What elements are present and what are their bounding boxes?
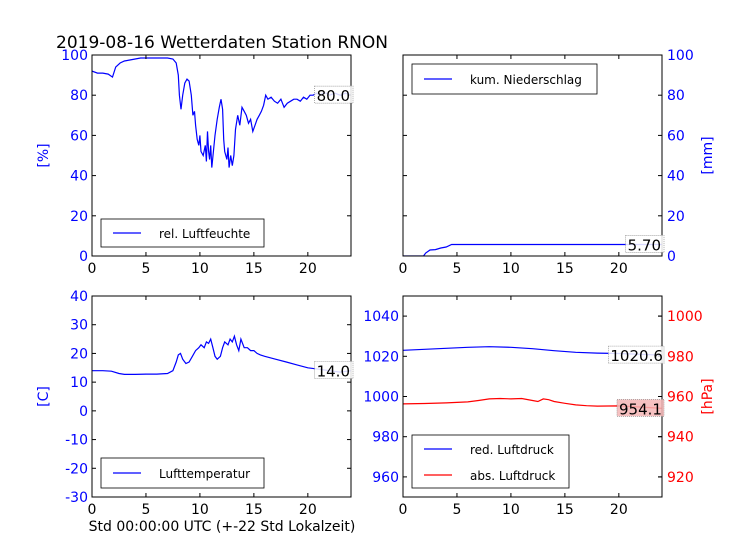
- y-tick-label: 1020: [363, 349, 399, 365]
- legend-entry: abs. Luftdruck: [470, 469, 555, 483]
- y-axis-label: [C]: [36, 386, 52, 407]
- value-label-box: [608, 345, 665, 364]
- x-tick-label: 5: [452, 502, 461, 518]
- figure-xlabel: Std 00:00:00 UTC (+-22 Std Lokalzeit): [89, 519, 356, 535]
- y-tick-label: 80: [667, 88, 685, 104]
- legend-entry: kum. Niederschlag: [470, 73, 582, 87]
- y-tick-label: 0: [79, 249, 88, 265]
- x-tick-label: 5: [141, 502, 150, 518]
- y-tick-label: 100: [667, 48, 694, 64]
- figure-title: 2019-08-16 Wetterdaten Station RNON: [56, 33, 388, 53]
- y-tick-label: 0: [79, 404, 88, 420]
- y-tick-label: -20: [65, 461, 88, 477]
- y-tick-label: 40: [70, 289, 88, 305]
- y-axis-label: [%]: [36, 143, 52, 167]
- value-label: 5.70: [628, 237, 661, 255]
- y-tick-label: -30: [65, 490, 88, 506]
- y-tick-label: 960: [372, 470, 399, 486]
- x-tick-label: 0: [399, 502, 408, 518]
- value-label-box: [616, 398, 665, 417]
- panel-pressure: 0 5 10 15 2096098010001020104092094096098010…: [363, 295, 716, 518]
- panel-humidity: 0 5 10 15 20 0 20 40 60 80 100 [%] 80.0 rel. Luftfeuc…: [36, 48, 354, 277]
- y-tick-label: 20: [70, 346, 88, 362]
- y-tick-label: 60: [667, 128, 685, 144]
- series-line-pressure-1: [403, 397, 662, 409]
- x-tick-label: 20: [610, 261, 628, 277]
- panel-temperature: 0 5 10 15 20 -30 -20 -10 0 10 20 30 40 [C] 14.0 Lufttem…: [36, 289, 354, 518]
- x-tick-label: 20: [299, 502, 317, 518]
- y-tick-label: 60: [70, 128, 88, 144]
- x-tick-label: 15: [245, 502, 263, 518]
- value-label: 80.0: [317, 87, 350, 105]
- y-right-tick-label: 940: [667, 430, 694, 446]
- x-tick-label: 10: [502, 261, 520, 277]
- x-tick-label: 10: [191, 261, 209, 277]
- axes-frame: [91, 295, 352, 498]
- y-tick-label: 1000: [363, 390, 399, 406]
- x-tick-label: 5: [452, 261, 461, 277]
- panel-precip: 0 5 10 15 20 0 20 40 60 80 100 [mm] 5.70 kum. Nieders…: [399, 48, 716, 277]
- axes-frame: [91, 54, 352, 257]
- y-tick-label: -10: [65, 433, 88, 449]
- y-tick-label: 40: [70, 169, 88, 185]
- x-tick-label: 10: [502, 502, 520, 518]
- y-tick-label: 20: [70, 209, 88, 225]
- legend-entry: red. Luftdruck: [470, 443, 554, 457]
- y-right-tick-label: 980: [667, 349, 694, 365]
- y-tick-label: 980: [372, 430, 399, 446]
- x-tick-label: 20: [610, 502, 628, 518]
- value-label-box: [314, 361, 354, 380]
- y-tick-label: 0: [667, 249, 676, 265]
- y-tick-label: 40: [667, 169, 685, 185]
- value-label-box: [314, 85, 354, 104]
- y-tick-label: 1040: [363, 309, 399, 325]
- y-tick-label: 20: [667, 209, 685, 225]
- series-line-precip-0: [403, 243, 662, 256]
- y-tick-label: 80: [70, 88, 88, 104]
- y-tick-label: 30: [70, 318, 88, 334]
- x-tick-label: 10: [191, 502, 209, 518]
- x-tick-label: 0: [88, 502, 97, 518]
- y-right-tick-label: 920: [667, 470, 694, 486]
- series-line-humidity-0: [92, 57, 351, 168]
- y-right-tick-label: 960: [667, 390, 694, 406]
- y-right-tick-label: 1000: [667, 309, 703, 325]
- y-axis-label: [hPa]: [700, 378, 716, 414]
- x-tick-label: 5: [141, 261, 150, 277]
- y-tick-label: 100: [61, 48, 88, 64]
- legend-entry: Lufttemperatur: [159, 467, 250, 481]
- series-line-temperature-0: [92, 334, 351, 375]
- x-tick-label: 0: [399, 261, 408, 277]
- x-tick-label: 0: [88, 261, 97, 277]
- axes-frame: [402, 54, 663, 257]
- value-label-box: [625, 235, 665, 253]
- x-tick-label: 15: [556, 502, 574, 518]
- value-label: 954.1: [619, 400, 662, 418]
- y-tick-label: 10: [70, 375, 88, 391]
- x-tick-label: 15: [556, 261, 574, 277]
- x-tick-label: 15: [245, 261, 263, 277]
- value-label: 14.0: [317, 363, 350, 381]
- y-axis-label: [mm]: [700, 136, 716, 174]
- value-label: 1020.6: [610, 347, 663, 365]
- legend-entry: rel. Luftfeuchte: [159, 227, 250, 241]
- x-tick-label: 20: [299, 261, 317, 277]
- legend-box: [411, 434, 570, 489]
